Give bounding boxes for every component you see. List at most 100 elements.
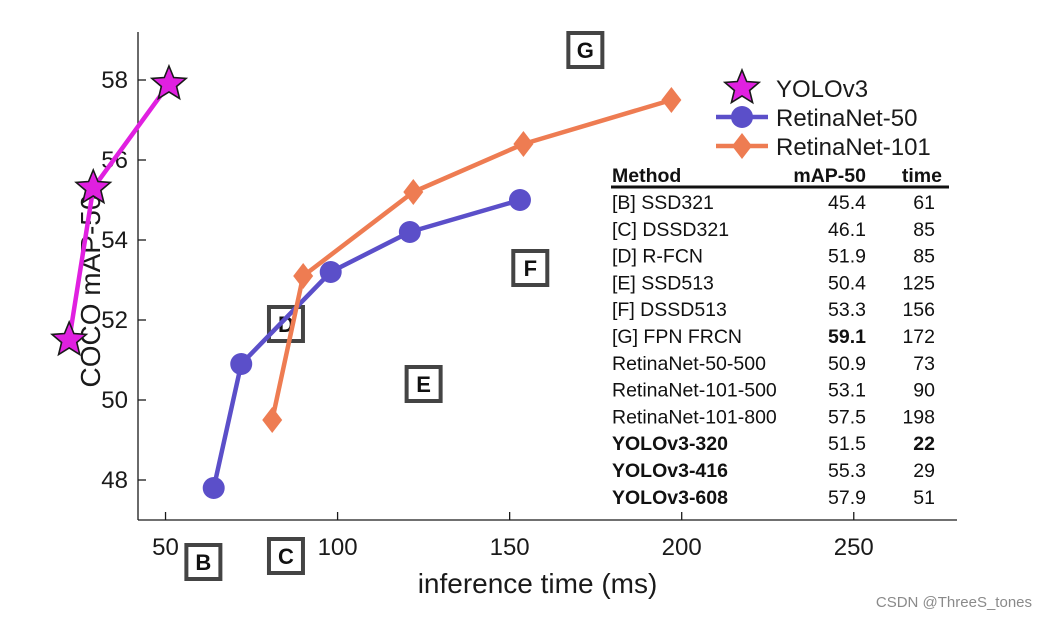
data-point-yolov3 <box>50 319 89 357</box>
series-group <box>50 63 682 499</box>
table-cell-time: 156 <box>902 299 935 321</box>
x-tick-label: 150 <box>490 534 530 561</box>
table-cell-method: RetinaNet-50-500 <box>612 353 766 375</box>
table-row: YOLOv3-320 51.5 22 <box>612 433 935 455</box>
data-point-retinanet-50 <box>230 353 253 375</box>
series-retinanet-50 <box>202 189 531 499</box>
method-box-frame <box>266 305 305 343</box>
table-cell-map: 50.4 <box>828 272 866 294</box>
table-row: YOLOv3-416 55.3 29 <box>612 460 935 482</box>
legend-marker <box>732 133 752 159</box>
legend-item-retinanet-50: RetinaNet-50 <box>716 105 917 132</box>
data-point-retinanet-101 <box>403 179 424 205</box>
y-tick-label: 54 <box>101 227 128 254</box>
table-cell-time: 73 <box>913 353 935 375</box>
table-cell-map: 57.5 <box>828 406 866 428</box>
y-tick-label: 52 <box>101 307 128 334</box>
table-cell-time: 29 <box>913 460 935 482</box>
table-cell-map: 46.1 <box>828 219 866 241</box>
table-row: [B] SSD321 45.4 61 <box>612 192 935 214</box>
table-cell-method: [B] SSD321 <box>612 192 714 214</box>
method-box-g: G <box>566 31 605 69</box>
table-cell-method: YOLOv3-320 <box>612 433 728 455</box>
y-tick-label: 50 <box>101 387 128 414</box>
data-point-yolov3 <box>149 63 189 101</box>
method-box-d: D <box>266 305 305 343</box>
method-box-letter: G <box>577 38 594 63</box>
table-cell-map: 53.3 <box>828 299 866 321</box>
data-point-retinanet-101 <box>293 263 314 289</box>
table-row: YOLOv3-608 57.9 51 <box>612 487 935 509</box>
method-box-c: C <box>266 537 305 575</box>
table-cell-time: 198 <box>902 406 935 428</box>
watermark-text: CSDN @ThreeS_tones <box>876 594 1032 611</box>
x-axis-label: inference time (ms) <box>418 568 658 599</box>
table-cell-map: 55.3 <box>828 460 866 482</box>
table-row: [G] FPN FRCN 59.1 172 <box>612 326 935 348</box>
table-cell-method: [E] SSD513 <box>612 272 714 294</box>
legend-item-yolov3: YOLOv3 <box>722 67 868 105</box>
table-row: RetinaNet-101-500 53.1 90 <box>612 380 935 402</box>
y-axis-label: COCO mAP-50 <box>75 195 106 388</box>
table-row: [C] DSSD321 46.1 85 <box>612 219 935 241</box>
table-cell-method: RetinaNet-101-800 <box>612 406 777 428</box>
table-row: [D] R-FCN 51.9 85 <box>612 246 935 268</box>
method-box-f: F <box>511 249 550 287</box>
data-point-retinanet-50 <box>508 189 531 211</box>
table-row: RetinaNet-101-800 57.5 198 <box>612 406 935 428</box>
table-cell-method: [C] DSSD321 <box>612 219 729 241</box>
table-cell-map: 51.5 <box>828 433 866 455</box>
table-row: RetinaNet-50-500 50.9 73 <box>612 353 935 375</box>
method-box-letter: C <box>278 544 294 569</box>
results-table: Method mAP-50 time [B] SSD321 45.4 61 [C] DSSD… <box>611 165 949 509</box>
method-box-frame <box>566 31 605 69</box>
table-header-map: mAP-50 <box>793 165 866 187</box>
method-box-e: E <box>404 365 443 403</box>
table-cell-time: 85 <box>913 246 935 268</box>
table-cell-time: 85 <box>913 219 935 241</box>
table-cell-map: 50.9 <box>828 353 866 375</box>
table-cell-map: 57.9 <box>828 487 866 509</box>
table-cell-time: 172 <box>902 326 935 348</box>
legend-marker <box>722 67 762 105</box>
data-point-retinanet-101 <box>262 407 283 433</box>
data-point-retinanet-50 <box>319 261 342 283</box>
table-cell-method: RetinaNet-101-500 <box>612 380 777 402</box>
method-box-frame <box>404 365 443 403</box>
table-header-method: Method <box>612 165 681 187</box>
table-cell-map: 59.1 <box>828 326 866 348</box>
table-cell-method: [D] R-FCN <box>612 246 703 268</box>
legend-marker <box>731 106 753 128</box>
legend-label: RetinaNet-101 <box>776 134 931 161</box>
method-box-letter: B <box>195 550 211 575</box>
method-box-frame <box>184 543 223 581</box>
y-tick-label: 48 <box>101 467 128 494</box>
method-box-b: B <box>184 543 223 581</box>
legend-label: RetinaNet-50 <box>776 105 917 132</box>
series-yolov3 <box>50 63 189 357</box>
table-cell-method: YOLOv3-608 <box>612 487 728 509</box>
legend-label: YOLOv3 <box>776 76 868 103</box>
table-cell-time: 51 <box>913 487 935 509</box>
data-point-retinanet-50 <box>398 221 421 243</box>
box-labels: B C D E F G <box>184 31 605 581</box>
series-line-retinanet-50 <box>211 197 521 489</box>
table-cell-map: 45.4 <box>828 192 866 214</box>
table-cell-map: 53.1 <box>828 380 866 402</box>
method-box-letter: E <box>416 372 431 397</box>
x-tick-label: 250 <box>834 534 874 561</box>
data-point-retinanet-101 <box>661 87 682 113</box>
x-tick-label: 200 <box>662 534 702 561</box>
table-cell-method: YOLOv3-416 <box>612 460 728 482</box>
table-cell-map: 51.9 <box>828 246 866 268</box>
table-row: [E] SSD513 50.4 125 <box>612 272 935 294</box>
table-cell-method: [F] DSSD513 <box>612 299 727 321</box>
table-cell-time: 125 <box>902 272 935 294</box>
table-cell-time: 90 <box>913 380 935 402</box>
table-cell-time: 22 <box>913 433 935 455</box>
legend-item-retinanet-101: RetinaNet-101 <box>716 133 931 161</box>
table-row: [F] DSSD513 53.3 156 <box>612 299 935 321</box>
